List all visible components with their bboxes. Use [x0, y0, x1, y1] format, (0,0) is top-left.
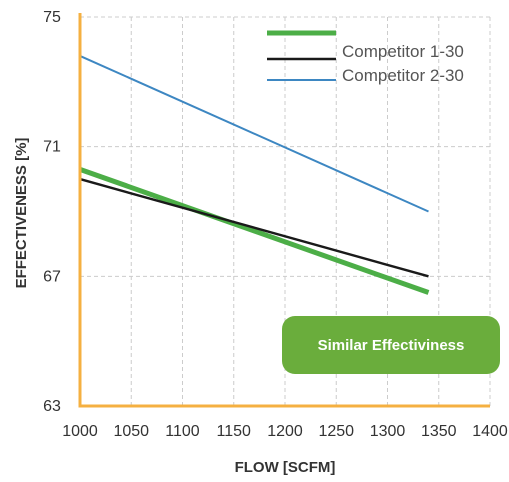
y-axis-title: EFFECTIVENESS [%]: [13, 138, 30, 289]
axes: [78, 13, 490, 408]
y-tick-label: 63: [43, 398, 61, 415]
x-tick-label: 1150: [217, 423, 252, 440]
x-tick-label: 1050: [113, 423, 149, 440]
y-tick-label: 71: [43, 139, 61, 156]
y-tick-label: 75: [43, 9, 61, 26]
series-line-1: [79, 167, 430, 295]
x-tick-label: 1100: [165, 423, 200, 440]
x-tick-label: 1350: [421, 423, 457, 440]
annotation-badge-label: Similar Effectiviness: [318, 337, 465, 354]
x-axis-title: FLOW [SCFM]: [235, 459, 336, 476]
annotation-badge: Similar Effectiviness: [282, 316, 500, 374]
series-line-2: [79, 177, 429, 278]
x-tick-label: 1300: [370, 423, 406, 440]
y-tick-label: 67: [43, 268, 61, 285]
x-tick-labels: 1000 1050 1100 1150 1200 1250 1300 1350 1400: [62, 423, 508, 440]
series-lines: [79, 54, 430, 295]
legend-label-3: Competitor 2-30: [342, 66, 464, 85]
x-tick-label: 1200: [267, 423, 303, 440]
series-line-3: [79, 54, 429, 213]
x-tick-label: 1400: [472, 423, 508, 440]
legend-label-2: Competitor 1-30: [342, 42, 464, 61]
x-tick-label: 1000: [62, 423, 98, 440]
x-tick-label: 1250: [318, 423, 354, 440]
y-tick-labels: 63 67 71 75: [43, 9, 61, 415]
legend: Competitor 1-30 Competitor 2-30: [267, 30, 464, 85]
annotation-badge-background: [282, 316, 500, 374]
